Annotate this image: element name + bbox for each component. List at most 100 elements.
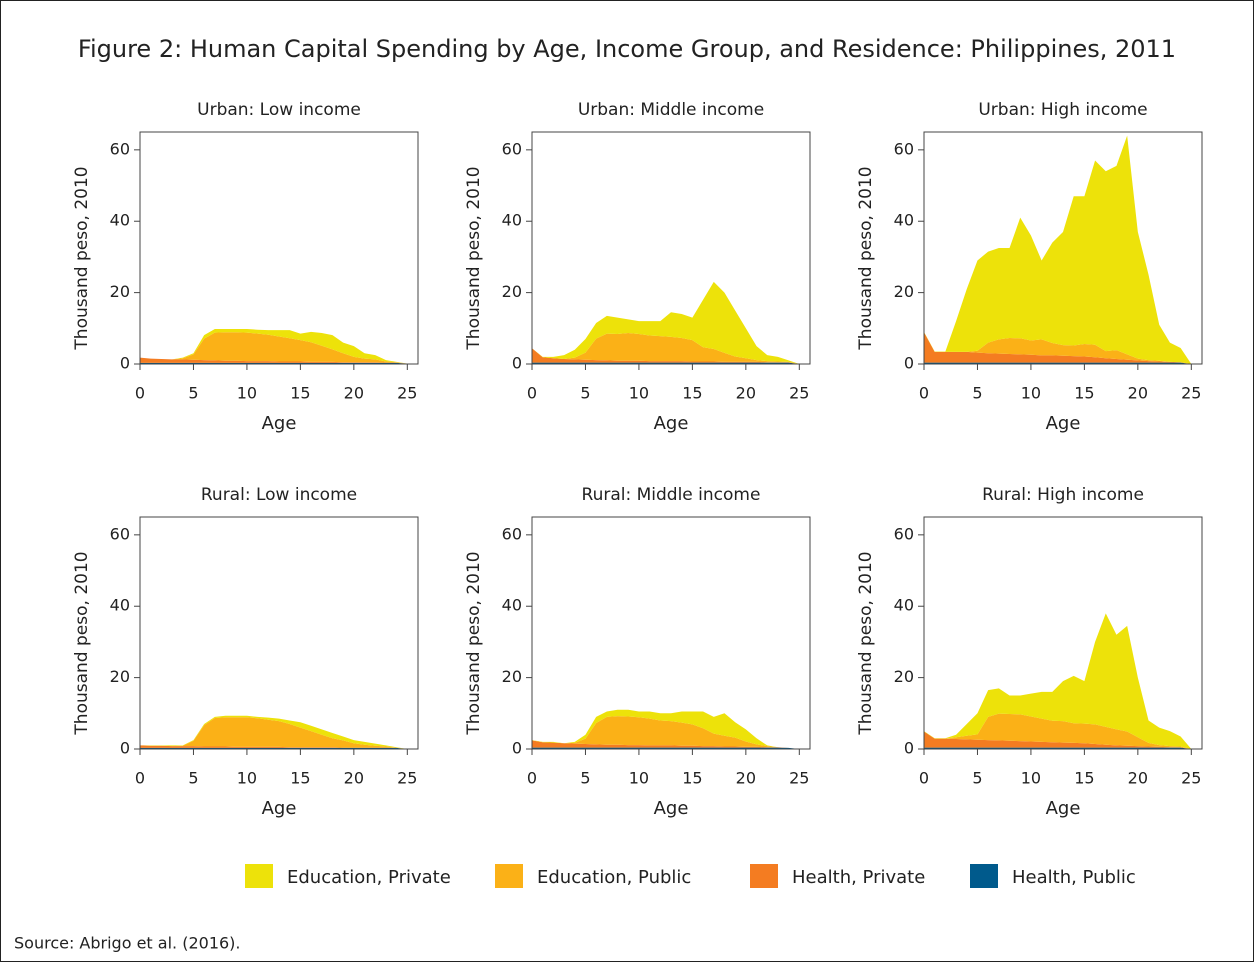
legend-swatch — [495, 864, 523, 888]
y-axis-label: Thousand peso, 2010 — [72, 166, 92, 350]
plot-frame — [139, 516, 419, 750]
x-tick-label: 10 — [1021, 769, 1041, 788]
y-axis-label: Thousand peso, 2010 — [856, 166, 876, 350]
legend-label: Education, Public — [537, 867, 691, 888]
x-tick-label: 20 — [1128, 384, 1148, 403]
x-tick-label: 15 — [290, 384, 310, 403]
source-note: Source: Abrigo et al. (2016). — [14, 934, 241, 953]
y-tick-label: 20 — [110, 282, 130, 301]
panel-title: Rural: Low income — [201, 485, 357, 505]
area — [140, 715, 408, 749]
y-tick-label: 0 — [904, 354, 914, 373]
legend-label: Health, Private — [792, 867, 925, 888]
area — [532, 348, 800, 364]
x-tick-label: 0 — [527, 384, 537, 403]
legend-swatch — [970, 864, 998, 888]
y-tick-label: 60 — [502, 139, 522, 158]
area — [924, 135, 1192, 364]
plot-frame — [923, 131, 1203, 365]
x-tick-label: 25 — [789, 384, 809, 403]
y-tick-label: 40 — [894, 211, 914, 230]
x-tick-label: 10 — [237, 384, 257, 403]
y-tick-label: 20 — [502, 282, 522, 301]
x-tick-label: 10 — [237, 769, 257, 788]
figure-title: Figure 2: Human Capital Spending by Age,… — [78, 35, 1176, 63]
plot-frame — [531, 131, 811, 365]
x-tick-label: 20 — [736, 384, 756, 403]
x-tick-label: 0 — [919, 384, 929, 403]
area — [532, 716, 800, 749]
x-tick-label: 25 — [789, 769, 809, 788]
x-axis-label: Age — [262, 413, 297, 434]
area — [140, 332, 408, 364]
x-tick-label: 5 — [972, 384, 982, 403]
area — [924, 713, 1192, 749]
area — [532, 709, 800, 749]
x-tick-label: 5 — [188, 769, 198, 788]
x-tick-label: 15 — [682, 769, 702, 788]
panel-title: Rural: High income — [982, 485, 1144, 505]
y-axis-label: Thousand peso, 2010 — [856, 551, 876, 735]
x-tick-label: 15 — [290, 769, 310, 788]
y-tick-label: 0 — [120, 354, 130, 373]
x-tick-label: 10 — [629, 384, 649, 403]
y-tick-label: 0 — [512, 354, 522, 373]
y-tick-label: 40 — [502, 596, 522, 615]
legend-swatch — [750, 864, 778, 888]
area — [140, 717, 408, 749]
panel-title: Urban: High income — [978, 100, 1147, 120]
x-tick-label: 25 — [1181, 384, 1201, 403]
y-tick-label: 40 — [894, 596, 914, 615]
y-tick-label: 60 — [110, 139, 130, 158]
area — [140, 745, 408, 749]
area — [532, 281, 800, 364]
y-tick-label: 60 — [894, 524, 914, 543]
y-tick-label: 40 — [110, 596, 130, 615]
x-tick-label: 25 — [397, 769, 417, 788]
x-tick-label: 0 — [135, 769, 145, 788]
x-axis-label: Age — [1046, 798, 1081, 819]
y-tick-label: 0 — [120, 739, 130, 758]
x-tick-label: 25 — [397, 384, 417, 403]
x-tick-label: 25 — [1181, 769, 1201, 788]
area — [140, 329, 408, 364]
y-axis-label: Thousand peso, 2010 — [464, 551, 484, 735]
x-tick-label: 15 — [682, 384, 702, 403]
x-tick-label: 15 — [1074, 384, 1094, 403]
y-tick-label: 20 — [894, 667, 914, 686]
x-tick-label: 10 — [629, 769, 649, 788]
x-axis-label: Age — [654, 798, 689, 819]
area — [532, 740, 800, 749]
y-tick-label: 20 — [502, 667, 522, 686]
x-axis-label: Age — [654, 413, 689, 434]
y-axis-label: Thousand peso, 2010 — [72, 551, 92, 735]
x-tick-label: 5 — [188, 384, 198, 403]
x-tick-label: 5 — [972, 769, 982, 788]
area — [140, 357, 408, 364]
y-tick-label: 0 — [512, 739, 522, 758]
x-tick-label: 5 — [580, 384, 590, 403]
x-tick-label: 0 — [919, 769, 929, 788]
x-tick-label: 5 — [580, 769, 590, 788]
area — [924, 613, 1192, 749]
y-tick-label: 60 — [502, 524, 522, 543]
area — [924, 731, 1192, 749]
x-tick-label: 15 — [1074, 769, 1094, 788]
x-axis-label: Age — [262, 798, 297, 819]
x-tick-label: 20 — [344, 384, 364, 403]
x-tick-label: 20 — [1128, 769, 1148, 788]
y-tick-label: 60 — [110, 524, 130, 543]
area — [924, 332, 1192, 364]
x-tick-label: 20 — [736, 769, 756, 788]
plot-frame — [531, 516, 811, 750]
x-tick-label: 0 — [135, 384, 145, 403]
x-axis-label: Age — [1046, 413, 1081, 434]
panel-title: Rural: Middle income — [582, 485, 761, 505]
y-tick-label: 40 — [502, 211, 522, 230]
x-tick-label: 20 — [344, 769, 364, 788]
x-tick-label: 10 — [1021, 384, 1041, 403]
y-tick-label: 0 — [904, 739, 914, 758]
